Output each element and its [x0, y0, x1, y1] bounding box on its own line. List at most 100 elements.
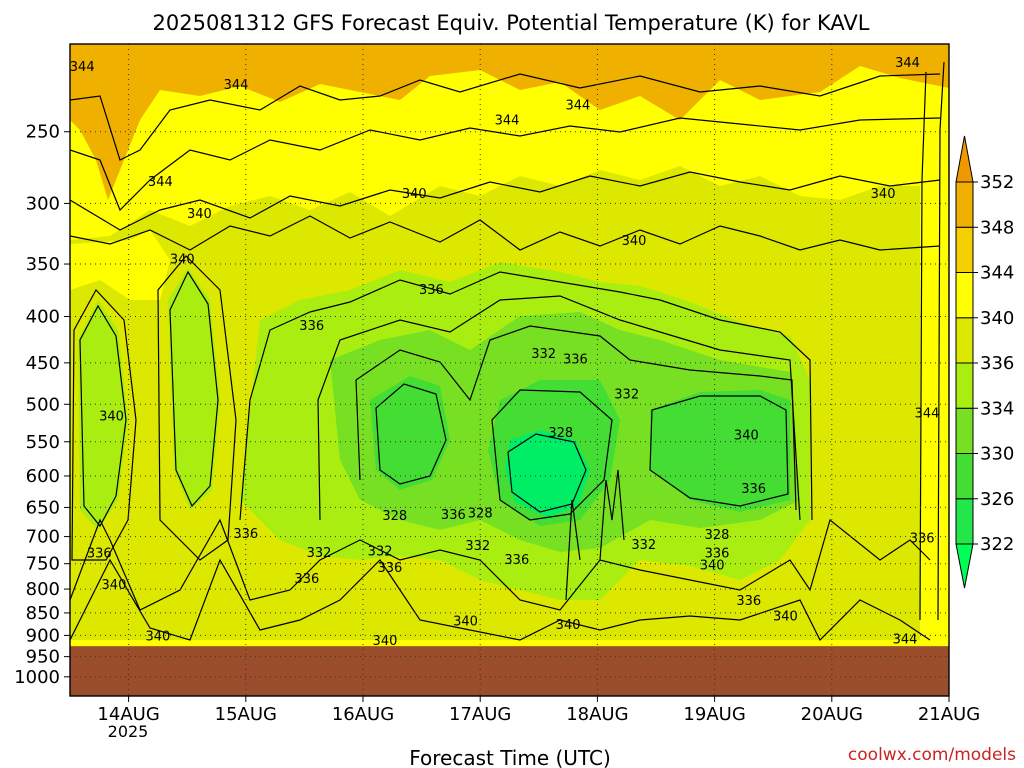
contour-line — [919, 61, 945, 621]
colorbar-band — [955, 317, 974, 364]
colorbar-band — [955, 226, 974, 273]
contour-line — [649, 395, 789, 507]
contour-label: 340 — [99, 410, 124, 425]
contour-label: 332 — [368, 544, 393, 559]
contour-label: 332 — [531, 347, 556, 362]
contour-label: 340 — [734, 428, 759, 443]
contour-label: 336 — [299, 319, 324, 334]
y-tick-label: 950 — [26, 647, 60, 668]
contour-line — [70, 171, 941, 231]
contour-line — [157, 255, 237, 561]
field-upper-orange — [70, 44, 949, 200]
contour-label: 344 — [148, 175, 173, 190]
contour-label: 344 — [895, 56, 920, 71]
field-upper-lightyellow — [70, 230, 170, 300]
contour-label: 336 — [377, 561, 402, 576]
y-tick-label: 1000 — [14, 667, 60, 688]
contour-label: 328 — [705, 528, 730, 543]
contour-label: 340 — [871, 187, 896, 202]
x-tick-label: 21AUG — [918, 704, 980, 725]
y-tick-label: 900 — [26, 625, 60, 646]
contour-label: 340 — [373, 634, 398, 649]
contour-label: 344 — [565, 99, 590, 114]
ground-below-surface — [70, 646, 949, 696]
colorbar-tick-label: 336 — [980, 353, 1014, 374]
contour-line — [70, 73, 941, 161]
colorbar-tick-label: 330 — [980, 444, 1014, 465]
contour-line — [70, 558, 931, 642]
contour-line — [565, 469, 625, 601]
chart-title: 2025081312 GFS Forecast Equiv. Potential… — [153, 11, 870, 35]
contour-label: 332 — [307, 546, 332, 561]
colorbar-band — [955, 181, 974, 228]
contour-label: 340 — [622, 234, 647, 249]
colorbar: 322 326 330 334 336 340 344 348 352 — [955, 135, 1014, 589]
contour-label: 340 — [556, 618, 581, 633]
y-tick-label: 350 — [26, 254, 60, 275]
contour-label: 336 — [441, 508, 466, 523]
contour-lines — [70, 61, 945, 642]
x-tick-label: 16AUG — [332, 704, 394, 725]
x-axis: 14AUG 15AUG 16AUG 17AUG 18AUG 19AUG 20AUG 21AUG — [97, 696, 980, 725]
colorbar-band — [955, 498, 974, 545]
credit-text: coolwx.com/models — [848, 745, 1016, 765]
contour-line — [355, 325, 797, 511]
colorbar-tick-label: 352 — [980, 172, 1014, 193]
contour-line — [317, 295, 801, 521]
colorbar-tick-label: 340 — [980, 308, 1014, 329]
field-green-left2 — [168, 268, 220, 510]
x-tick-label: 19AUG — [683, 704, 745, 725]
contour-label: 336 — [87, 547, 112, 562]
contour-line — [491, 389, 613, 521]
y-tick-label: 300 — [26, 193, 60, 214]
contour-line — [70, 215, 941, 251]
contour-label: 340 — [773, 610, 798, 625]
contour-label: 336 — [741, 482, 766, 497]
x-tick-label: 17AUG — [449, 704, 511, 725]
contour-label: 344 — [915, 407, 940, 422]
contour-label: 340 — [102, 578, 127, 593]
contour-line — [507, 433, 587, 513]
contour-line — [70, 117, 941, 212]
x-axis-title: Forecast Time (UTC) — [409, 746, 611, 768]
y-tick-label: 700 — [26, 527, 60, 548]
contour-label: 340 — [187, 207, 212, 222]
contour-line — [71, 288, 137, 561]
contour-label: 336 — [705, 547, 730, 562]
y-tick-label: 400 — [26, 307, 60, 328]
colorbar-bottom-arrow — [955, 543, 974, 589]
contour-label: 328 — [548, 426, 573, 441]
contour-label: 340 — [145, 630, 170, 645]
y-tick-label: 850 — [26, 603, 60, 624]
plot-area: 344 344 344 344 344 344 340 340 340 340 340 336 336 3… — [70, 44, 949, 696]
x-axis-year-label: 2025 — [108, 722, 149, 741]
contour-line — [169, 270, 219, 508]
contour-label: 332 — [614, 388, 639, 403]
colorbar-band — [955, 453, 974, 500]
y-tick-label: 550 — [26, 432, 60, 453]
colorbar-top-arrow — [955, 135, 974, 183]
y-tick-label: 450 — [26, 353, 60, 374]
contour-line — [79, 304, 127, 528]
gridlines — [70, 44, 949, 696]
y-tick-label: 500 — [26, 394, 60, 415]
colorbar-tick-label: 344 — [980, 263, 1014, 284]
y-tick-label: 250 — [26, 122, 60, 143]
colorbar-tick-label: 322 — [980, 534, 1014, 555]
y-tick-label: 600 — [26, 466, 60, 487]
colorbar-band — [955, 407, 974, 454]
plot-frame — [69, 43, 950, 697]
contour-label: 344 — [70, 60, 95, 75]
field-core — [505, 430, 590, 518]
contour-label: 344 — [224, 78, 249, 93]
contour-line — [239, 271, 813, 521]
colorbar-tick-label: 334 — [980, 398, 1014, 419]
y-axis: 2503003504004505005506006507007508008509… — [14, 122, 70, 688]
x-tick-label: 14AUG — [97, 704, 159, 725]
contour-label: 340 — [170, 253, 195, 268]
y-tick-label: 800 — [26, 579, 60, 600]
colorbar-tick-label: 348 — [980, 217, 1014, 238]
colorbar-band — [955, 362, 974, 409]
x-tick-label: 15AUG — [215, 704, 277, 725]
contour-label: 336 — [294, 572, 319, 587]
